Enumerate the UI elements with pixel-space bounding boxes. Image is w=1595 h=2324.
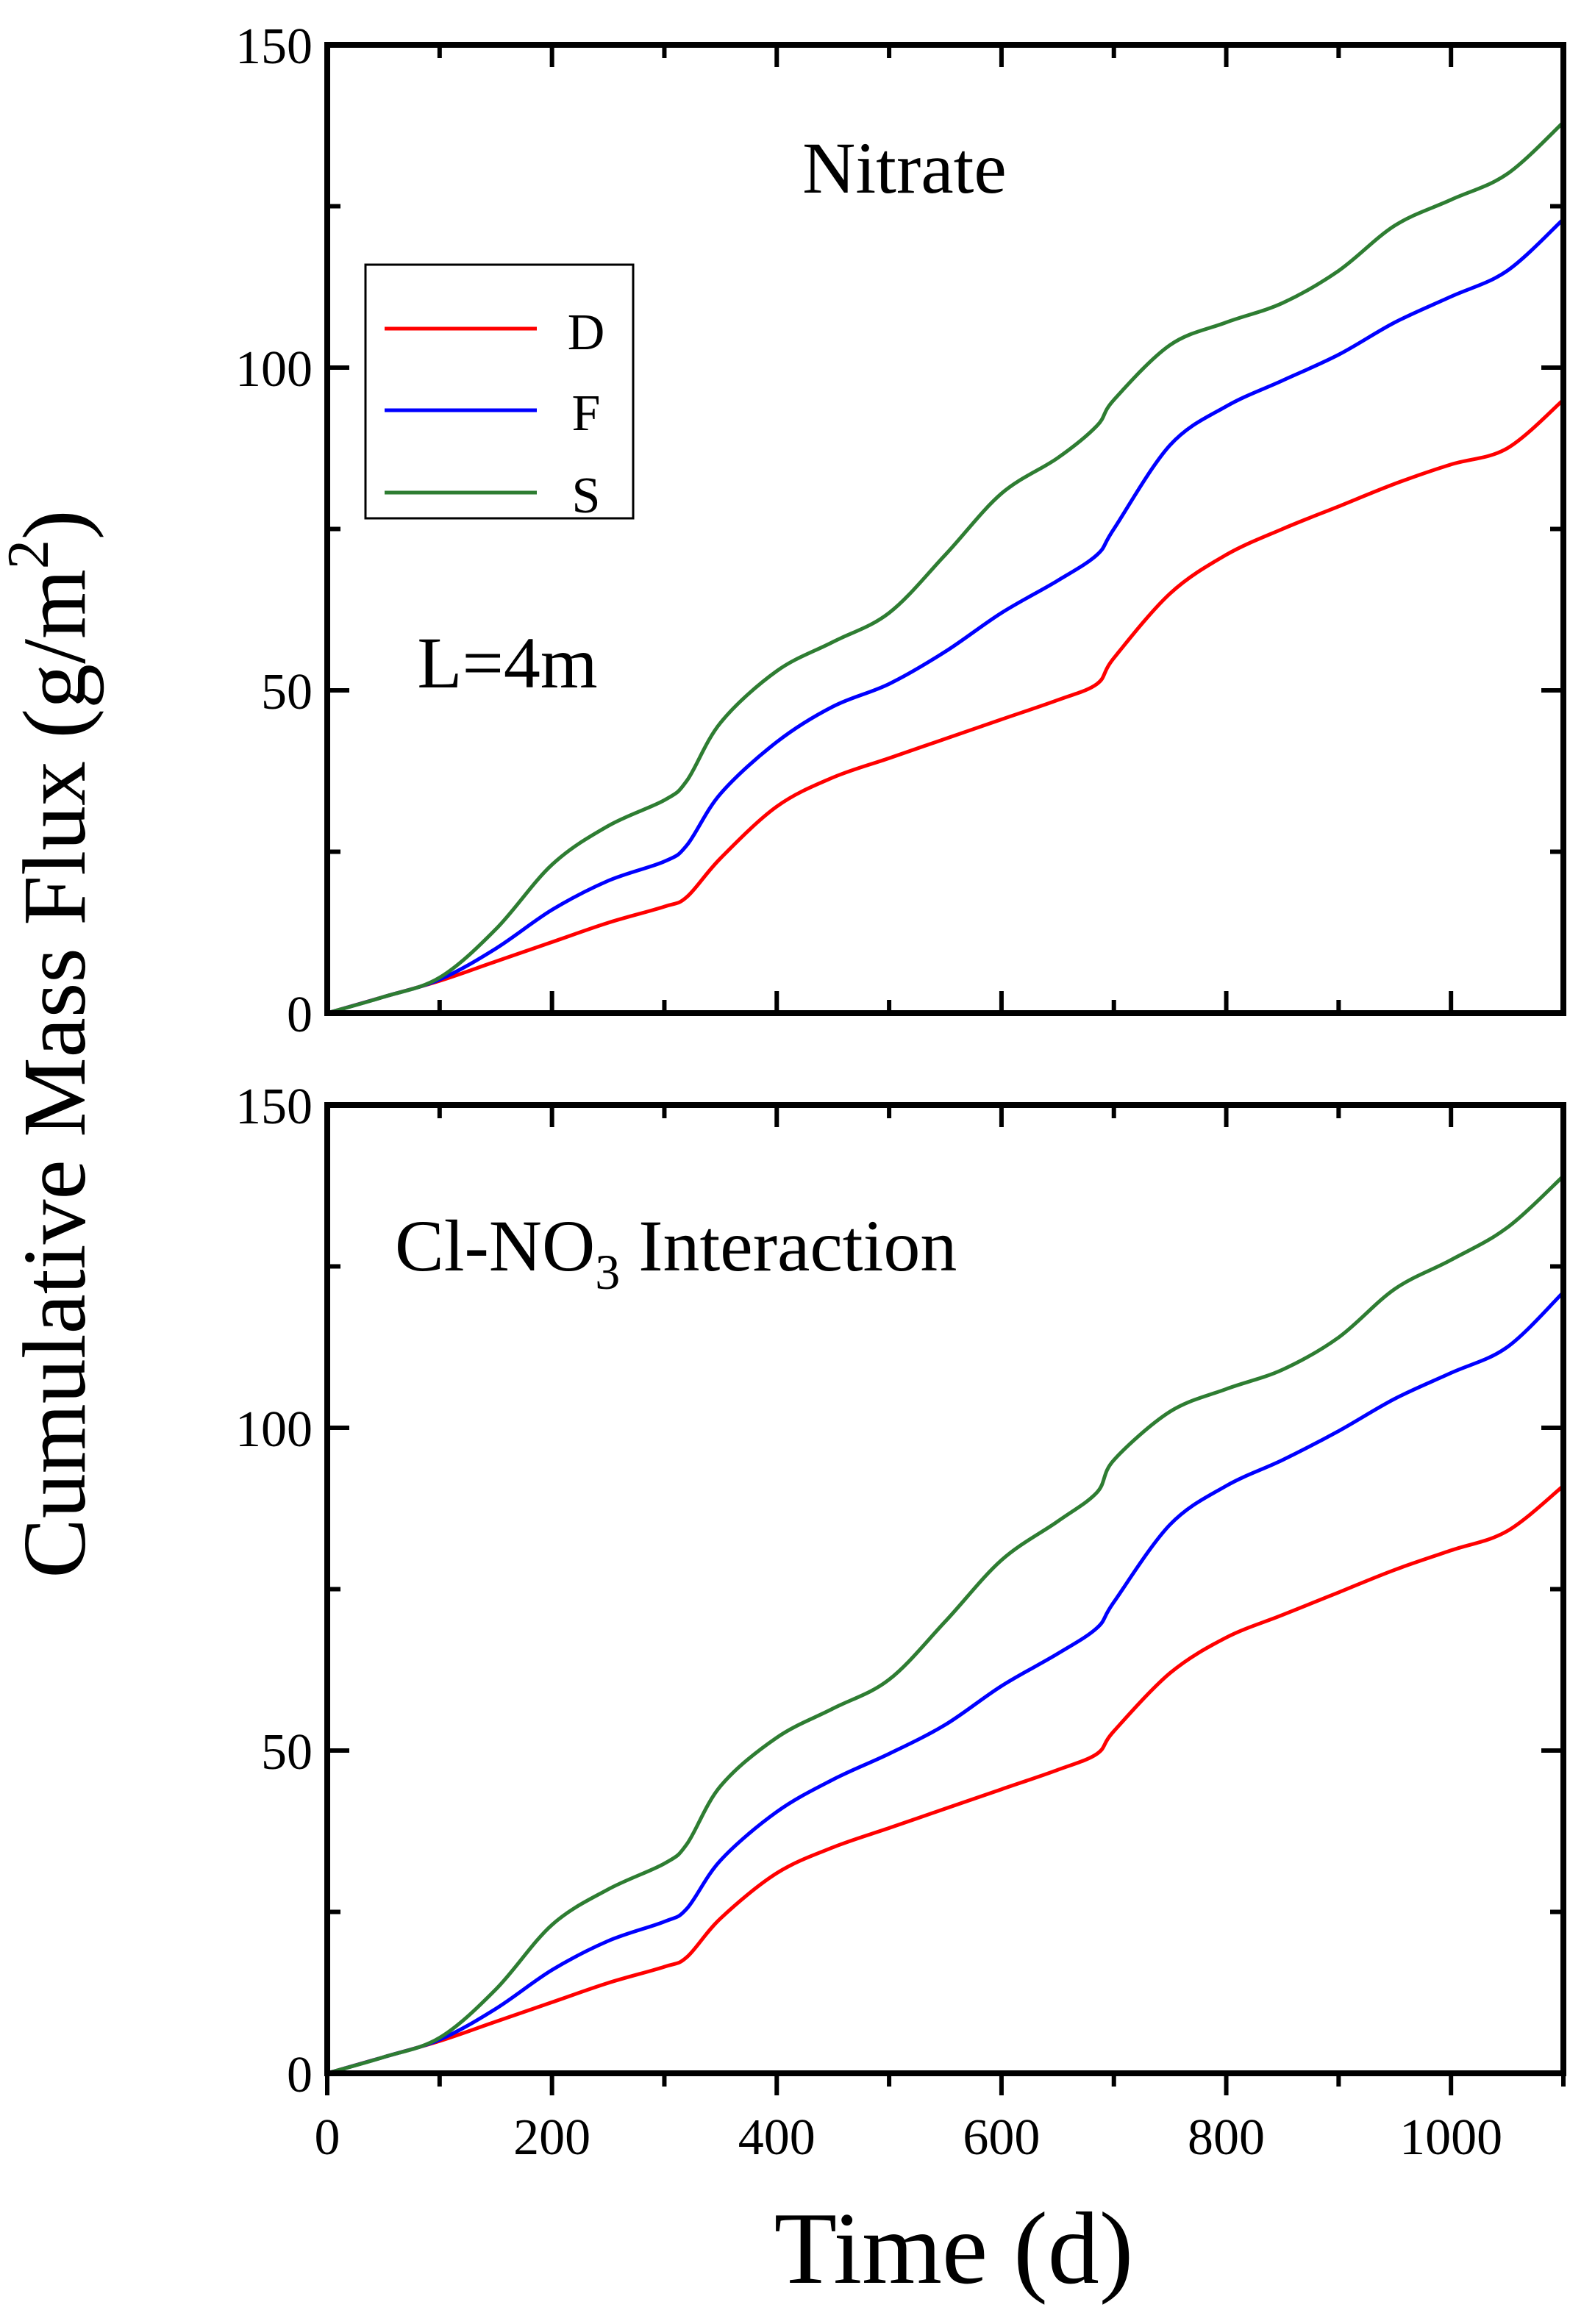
x-tick-label: 800 [1188, 2109, 1265, 2166]
y-tick-label-nitrate: 100 [235, 341, 313, 398]
series-line-D-cl-no3 [327, 1484, 1565, 2075]
legend-box [364, 263, 635, 520]
panel-title-cl-no3: Cl-NO3 Interaction [395, 1205, 957, 1300]
series-layer-cl-no3 [327, 1174, 1565, 2075]
series-line-S-cl-no3 [327, 1174, 1565, 2075]
y-axis-label: Cumulative Mass Flux (g/m2) [0, 510, 104, 1578]
y-tick-label-nitrate: 50 [261, 664, 313, 721]
legend-label-D: D [568, 304, 605, 361]
y-tick-label-nitrate: 0 [287, 987, 313, 1043]
y-tick-label-nitrate: 150 [235, 18, 313, 75]
x-tick-label: 400 [738, 2109, 816, 2166]
legend-label-F: F [572, 385, 601, 442]
y-tick-label-cl-no3: 50 [261, 1724, 313, 1781]
series-line-F-cl-no3 [327, 1290, 1565, 2075]
ticks-nitrate: 0 50 100 150 [235, 18, 1566, 1043]
series-line-S-nitrate [327, 121, 1565, 1015]
series-line-D-nitrate [327, 398, 1565, 1015]
legend: D F S [364, 263, 635, 524]
x-tick-label: 0 [315, 2109, 340, 2166]
series-line-F-nitrate [327, 218, 1565, 1015]
x-tick-label: 200 [513, 2109, 590, 2166]
plot-frame-cl-no3 [324, 1102, 1566, 2076]
x-tick-label: 600 [963, 2109, 1040, 2166]
panel-title-nitrate: Nitrate [802, 127, 1007, 209]
x-axis-label: Time (d) [774, 2192, 1134, 2306]
y-tick-label-cl-no3: 100 [235, 1401, 313, 1458]
chart-panel-cl-no3: 0 50 100 150 0 200 400 600 800 1000 Cl-NO3 Intera… [235, 1079, 1566, 2166]
series-layer-nitrate [327, 121, 1565, 1015]
chart-panel-nitrate: 0 50 100 150 Nitrate L=4m D F S [235, 18, 1566, 1043]
y-tick-label-cl-no3: 0 [287, 2047, 313, 2103]
annotation-length: L=4m [417, 622, 597, 704]
legend-label-S: S [572, 468, 601, 524]
x-tick-label: 1000 [1399, 2109, 1502, 2166]
plot-frame-nitrate [324, 42, 1566, 1016]
y-tick-label-cl-no3: 150 [235, 1079, 313, 1135]
